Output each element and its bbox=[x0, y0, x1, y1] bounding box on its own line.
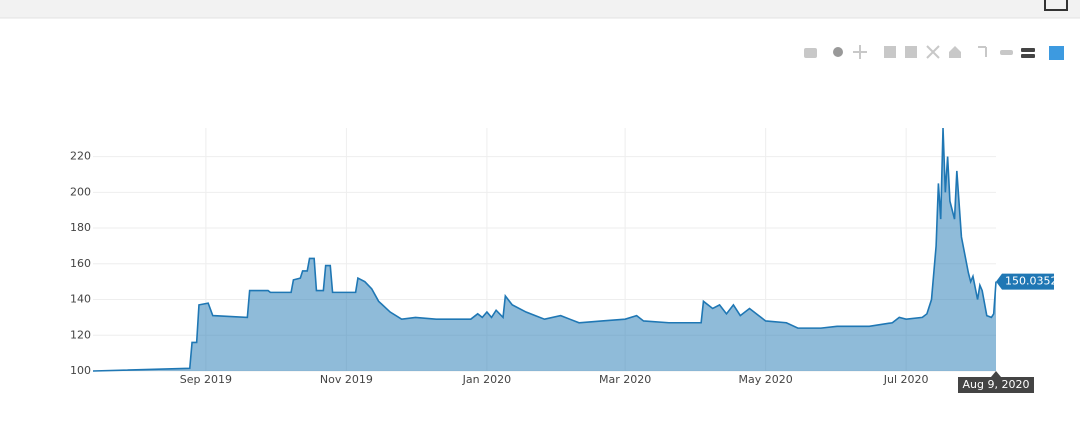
hover-value: 150.0352 bbox=[1005, 275, 1058, 288]
area-fill bbox=[93, 128, 996, 371]
hover-x-label: Aug 9, 2020 bbox=[963, 378, 1030, 391]
y-tick-label: 160 bbox=[70, 257, 91, 270]
x-tick-label: May 2020 bbox=[739, 373, 793, 386]
hover-compare-icon[interactable] bbox=[1021, 48, 1035, 52]
x-tick-label: Sep 2019 bbox=[180, 373, 232, 386]
top-bar bbox=[0, 0, 1080, 18]
camera-icon[interactable] bbox=[804, 48, 817, 58]
y-tick-label: 140 bbox=[70, 293, 91, 306]
hover-closest-icon[interactable] bbox=[1000, 50, 1013, 55]
hover-x-box bbox=[958, 371, 1034, 393]
x-tick-label: Nov 2019 bbox=[320, 373, 373, 386]
y-tick-label: 180 bbox=[70, 221, 91, 234]
plotly-logo[interactable] bbox=[1049, 46, 1064, 60]
y-tick-label: 100 bbox=[70, 364, 91, 377]
autoscale-icon[interactable] bbox=[926, 45, 940, 59]
zoom-in-icon[interactable] bbox=[884, 46, 896, 58]
line bbox=[92, 127, 997, 372]
modebar bbox=[804, 45, 1064, 60]
pan-icon[interactable] bbox=[853, 45, 867, 59]
hover-box bbox=[996, 273, 1054, 290]
x-tick-label: Jan 2020 bbox=[462, 373, 511, 386]
spike-icon[interactable] bbox=[978, 46, 987, 57]
hover-label: 150.0352 Aug 9, 2020 bbox=[958, 273, 1058, 393]
y-tick-label: 200 bbox=[70, 185, 91, 198]
x-tick-label: Mar 2020 bbox=[599, 373, 651, 386]
reset-icon[interactable] bbox=[949, 46, 961, 58]
y-tick-label: 120 bbox=[70, 328, 91, 341]
zoom-icon[interactable] bbox=[833, 47, 843, 57]
zoom-out-icon[interactable] bbox=[905, 46, 917, 58]
y-tick-label: 220 bbox=[70, 150, 91, 163]
window-icon[interactable] bbox=[1044, 0, 1068, 11]
x-tick-label: Jul 2020 bbox=[883, 373, 929, 386]
